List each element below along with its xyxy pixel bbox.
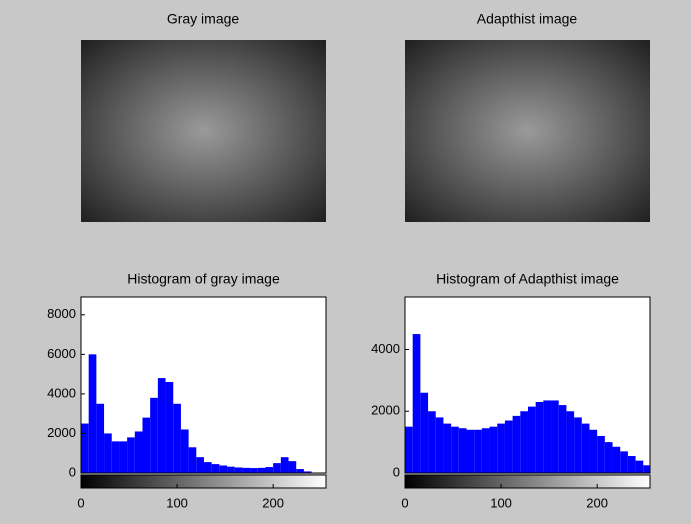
bar bbox=[551, 400, 559, 473]
bar bbox=[435, 417, 444, 473]
bar bbox=[420, 392, 429, 473]
x-tick-label: 200 bbox=[262, 495, 284, 510]
y-tick-label: 2000 bbox=[47, 425, 76, 440]
bar bbox=[520, 411, 528, 473]
bar bbox=[612, 446, 621, 473]
y-tick-label: 6000 bbox=[47, 346, 76, 361]
bar bbox=[504, 420, 513, 473]
bar bbox=[474, 429, 482, 473]
bar bbox=[188, 447, 197, 473]
bar bbox=[451, 426, 459, 473]
bar bbox=[535, 401, 544, 473]
colorbar bbox=[80, 474, 327, 489]
bar bbox=[466, 429, 475, 473]
bar bbox=[597, 435, 605, 473]
bar bbox=[296, 469, 304, 473]
bar bbox=[150, 397, 158, 473]
bar bbox=[273, 463, 281, 473]
bar bbox=[250, 468, 258, 473]
bar bbox=[620, 451, 628, 473]
chart-title: Histogram of Adapthist image bbox=[436, 271, 619, 287]
bar bbox=[111, 441, 120, 473]
bar bbox=[589, 429, 598, 473]
bar bbox=[81, 423, 89, 473]
x-tick-label: 100 bbox=[490, 495, 512, 510]
adapthist-image bbox=[405, 40, 650, 222]
bar bbox=[196, 457, 204, 473]
bar bbox=[635, 460, 644, 473]
bar bbox=[127, 437, 135, 473]
y-tick-label: 0 bbox=[393, 464, 400, 479]
bar bbox=[157, 378, 166, 473]
bar bbox=[265, 467, 274, 473]
bar bbox=[527, 406, 536, 473]
chart-title: Histogram of gray image bbox=[127, 271, 280, 287]
bar bbox=[489, 426, 498, 473]
axes-box bbox=[80, 296, 327, 474]
bar bbox=[219, 465, 228, 473]
bar bbox=[497, 423, 505, 473]
gray-image bbox=[81, 40, 326, 222]
bar bbox=[119, 441, 128, 473]
bar bbox=[288, 461, 297, 473]
bar bbox=[96, 403, 105, 473]
bar bbox=[405, 426, 413, 473]
image-title: Gray image bbox=[167, 11, 240, 27]
bar bbox=[558, 405, 567, 473]
bar bbox=[180, 429, 189, 473]
bar bbox=[458, 428, 467, 473]
bar bbox=[412, 334, 421, 473]
bar bbox=[242, 467, 251, 473]
bar bbox=[303, 471, 312, 473]
x-tick-label: 200 bbox=[586, 495, 608, 510]
bar bbox=[88, 354, 97, 473]
bar bbox=[257, 467, 266, 473]
bar bbox=[142, 417, 151, 473]
bar bbox=[543, 400, 552, 473]
x-tick-label: 100 bbox=[166, 495, 188, 510]
x-tick-label: 0 bbox=[401, 495, 408, 510]
bar bbox=[280, 457, 289, 473]
axes-box bbox=[404, 296, 651, 474]
x-tick-label: 0 bbox=[77, 495, 84, 510]
image-title: Adapthist image bbox=[477, 11, 578, 27]
y-tick-label: 2000 bbox=[371, 403, 400, 418]
bar bbox=[234, 467, 243, 473]
bar bbox=[581, 423, 590, 473]
colorbar bbox=[404, 474, 651, 489]
bar bbox=[643, 465, 650, 473]
bar bbox=[566, 411, 575, 473]
bar bbox=[104, 433, 112, 473]
bar bbox=[173, 403, 181, 473]
bar bbox=[627, 456, 636, 473]
bar bbox=[134, 431, 143, 473]
bar bbox=[165, 382, 174, 473]
bar bbox=[227, 466, 235, 473]
y-tick-label: 4000 bbox=[371, 341, 400, 356]
bar bbox=[512, 415, 521, 473]
bar bbox=[203, 462, 212, 473]
bar bbox=[481, 428, 490, 473]
bar bbox=[443, 423, 452, 473]
bar bbox=[211, 464, 220, 473]
y-tick-label: 4000 bbox=[47, 385, 76, 400]
y-tick-label: 8000 bbox=[47, 306, 76, 321]
bar bbox=[604, 442, 613, 473]
bar bbox=[428, 411, 436, 473]
y-tick-label: 0 bbox=[69, 464, 76, 479]
bar bbox=[574, 417, 582, 473]
